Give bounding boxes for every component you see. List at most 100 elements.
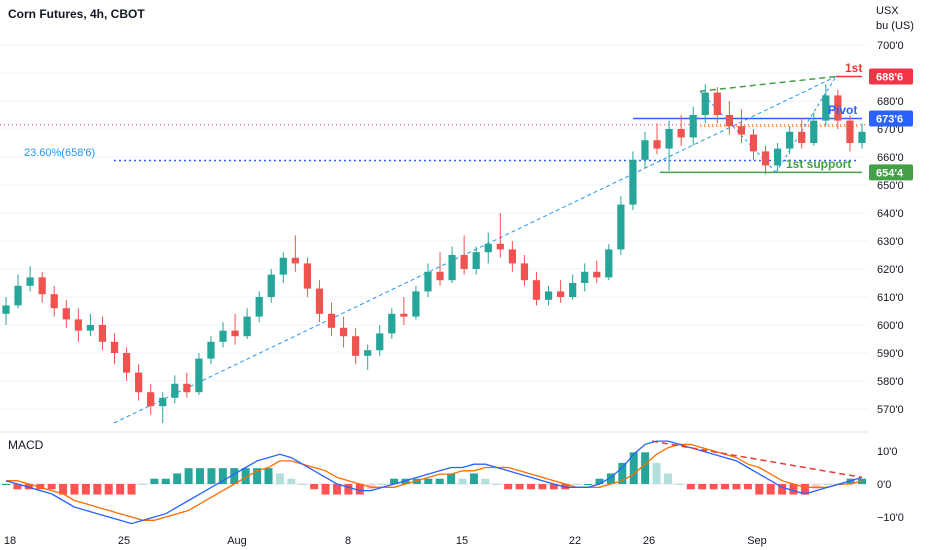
candle [544,285,553,306]
candle [14,274,22,309]
macd-histogram-bar [13,484,22,490]
candle [364,344,372,370]
candle-body [98,325,107,342]
time-axis-label: 22 [569,535,581,547]
macd-histogram-bar [355,484,364,495]
candle-body [122,353,131,373]
price-pane[interactable] [0,44,868,424]
candle-body [677,129,685,138]
candle-body [508,249,516,264]
time-axis-label: 15 [456,535,468,547]
candle [798,117,806,149]
macd-histogram-bar [595,478,604,484]
macd-title[interactable]: MACD [8,438,44,452]
candle-body [605,249,613,278]
macd-histogram-bar [812,484,821,490]
macd-histogram-bar [492,484,501,485]
rebound-line [775,76,837,173]
macd-histogram-bar [93,484,102,495]
macd-histogram-bar [515,484,524,490]
candle [267,269,275,303]
price-tick-label: 580'0 [877,376,904,388]
candle [291,235,299,272]
resistance-label: 1st [845,61,862,75]
macd-histogram-bar [275,473,284,484]
macd-histogram-bar [618,462,627,484]
price-tick-label: 610'0 [877,292,904,304]
candle-body [14,285,22,306]
candle-body [713,92,721,115]
candle [773,143,782,171]
candle-body [786,131,794,149]
candle-body [147,392,155,407]
candle [98,316,107,351]
candle-body [38,277,46,295]
macd-histogram-bar [800,484,809,495]
price-tick-label: 660'0 [877,152,904,164]
candle [243,308,251,339]
candle [581,263,589,292]
macd-histogram-bar [686,484,695,490]
price-tag-label: 688'6 [876,72,903,84]
candle-body [327,313,336,328]
candle-body [412,291,420,317]
candle [520,255,529,286]
macd-histogram-bar [70,484,79,495]
macd-histogram [2,452,866,495]
candle [665,120,673,171]
candle [183,372,191,398]
macd-histogram-bar [184,468,193,484]
signal-line [6,443,863,521]
candle [2,297,10,325]
macd-histogram-bar [173,473,182,484]
price-scale[interactable]: USX bu (US) 700'0690'0680'0670'0660'0650… [869,5,914,416]
candle-body [74,319,82,331]
time-axis-label: Sep [747,535,767,547]
price-tag [869,68,913,85]
time-axis[interactable]: 18 25 Aug 8 15 22 26 Sep [4,535,767,547]
macd-histogram-bar [458,478,467,484]
macd-histogram-bar [207,468,216,484]
macd-histogram-bar [390,478,399,484]
macd-histogram-bar [823,484,832,485]
macd-tick-label: −10'0 [877,512,904,524]
candle-body [339,327,348,337]
candle [496,213,504,258]
macd-histogram-bar [218,468,227,484]
price-gridlines [0,44,868,410]
macd-histogram-bar [629,452,638,484]
candle [725,101,733,135]
candle [74,308,82,342]
candle [159,392,167,423]
price-tick-label: 570'0 [877,404,904,416]
macd-pane[interactable] [0,440,868,525]
candle [339,316,348,348]
price-tag [869,110,913,127]
chart-title[interactable]: Corn Futures, 4h, CBOT [8,7,145,21]
price-tick-label: 700'0 [877,40,904,52]
macd-histogram-bar [606,473,615,484]
price-tick-label: 640'0 [877,208,904,220]
macd-histogram-bar [104,484,113,495]
macd-histogram-bar [675,484,684,485]
candle [701,84,709,124]
candle-body [544,291,553,300]
macd-histogram-bar [230,468,239,484]
candle-body [135,372,143,393]
candle [810,112,818,146]
macd-scale[interactable]: 10'0 0'0 −10'0 [877,446,904,524]
candle [26,266,34,292]
candle-body [496,243,504,250]
candle [219,322,227,348]
candle-body [749,134,758,152]
time-axis-label: 8 [345,535,351,547]
macd-histogram-bar [447,473,456,484]
candle [629,151,637,211]
candle-body [183,383,191,393]
candle [761,145,770,174]
macd-histogram-bar [527,484,536,490]
candle [50,285,58,317]
candle [508,241,516,272]
uptrend-line [113,76,837,424]
